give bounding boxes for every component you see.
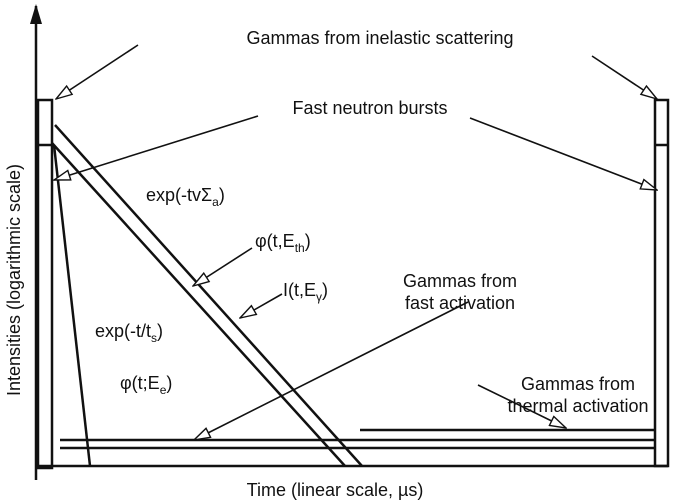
formula: φ(t,Eth) [255,231,311,255]
right-burst [653,98,670,468]
arrow [477,384,566,428]
formula-tail: ) [157,321,163,341]
formula-sub: γ [316,290,322,304]
gamma-decay [54,124,363,467]
formula: exp(-t/ts) [95,321,163,345]
formula-base: φ(t,E [255,231,295,251]
formula-base: φ(t;E [120,373,160,393]
arrows [54,44,657,440]
left-burst [36,98,54,470]
formula-tail: ) [322,280,328,300]
y-arrowhead [30,4,42,24]
arrow [591,55,657,99]
label: Gammas from inelastic scattering [246,28,513,48]
formula-base: exp(-t/t [95,321,151,341]
texts: Gammas from inelastic scattering Fast ne… [4,28,649,500]
arrow [194,301,469,440]
thermal-decay [51,142,346,467]
curves [51,124,655,467]
formula-tail: ) [305,231,311,251]
formula-sub: th [295,241,305,255]
fast-decay [52,144,92,467]
label: Gammas from [521,374,635,394]
axes [30,4,668,480]
arrow [54,115,259,181]
formula-base: I(t,E [283,280,316,300]
label: fast activation [405,293,515,313]
y-axis-label: Intensities (logarithmic scale) [4,164,24,396]
formula-tail: ) [166,373,172,393]
arrow [56,44,139,99]
arrow [240,293,283,318]
label: thermal activation [507,396,648,416]
formula-sub: e [160,383,167,397]
label: Fast neutron bursts [292,98,447,118]
formula-sub: s [151,331,157,345]
formula: φ(t;Ee) [120,373,172,397]
formula: exp(-tvΣa) [146,185,225,209]
label: Gammas from [403,271,517,291]
arrow [193,247,253,286]
formula-tail: ) [219,185,225,205]
arrow [469,117,657,190]
formula-sub: a [212,195,219,209]
x-axis-label: Time (linear scale, µs) [247,480,424,500]
formula: I(t,Eγ) [283,280,328,304]
bursts [36,98,670,470]
formula-base: exp(-tvΣ [146,185,212,205]
